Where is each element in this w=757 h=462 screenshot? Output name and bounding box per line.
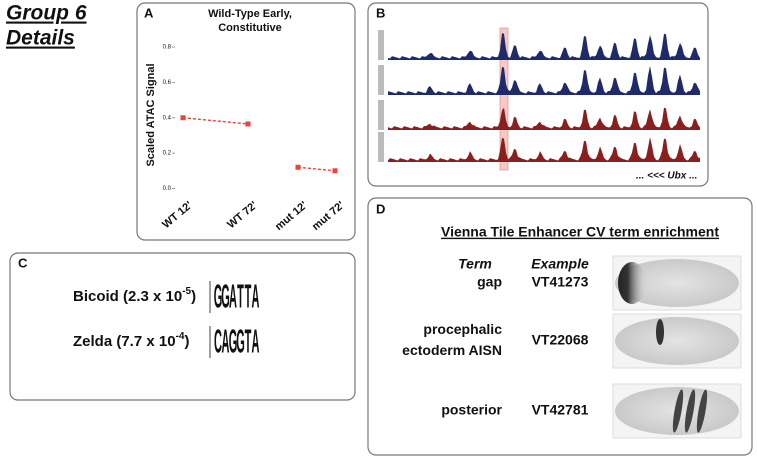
exponent: -4 — [176, 331, 185, 342]
mean-point — [295, 164, 301, 170]
panel-c-box — [9, 252, 356, 401]
logo-letter: G — [229, 325, 238, 361]
embryo — [615, 317, 739, 365]
term: posterior — [441, 402, 502, 418]
highlight — [499, 27, 509, 171]
logo-letter: T — [245, 280, 252, 316]
y-tick-label: 0.2 — [163, 151, 172, 157]
panel-letter: D — [376, 201, 385, 216]
stain — [672, 389, 684, 433]
motif-name: Zelda (7.7 x 10 — [73, 333, 176, 350]
y-tick-label: 0.6 — [163, 80, 172, 86]
heading: Details — [6, 27, 75, 50]
column-header: Term — [458, 256, 492, 272]
track — [388, 107, 700, 130]
stain — [684, 389, 696, 433]
logo-letter: A — [252, 280, 260, 316]
logo-letter: A — [252, 325, 260, 361]
mean-line — [182, 117, 249, 125]
panel-letter: A — [144, 5, 154, 20]
logo-letter: G — [221, 280, 230, 316]
table-title: Vienna Tile Enhancer CV term enrichment — [441, 224, 719, 240]
mean-point — [180, 115, 186, 121]
example: VT41273 — [532, 274, 589, 290]
exponent: -5 — [182, 286, 191, 297]
track-label — [378, 65, 384, 95]
panel-letter: B — [376, 5, 385, 20]
stain — [656, 319, 664, 345]
logo-letter: T — [245, 325, 252, 361]
track-label — [378, 30, 384, 60]
y-tick-label: 0.0 — [163, 186, 172, 192]
track-label — [378, 132, 384, 162]
logo-letter: A — [222, 325, 230, 361]
logo-letter: T — [237, 280, 244, 316]
track — [388, 33, 700, 60]
suffix: ) — [184, 333, 189, 350]
column-header: Example — [531, 256, 589, 272]
term: gap — [477, 274, 502, 290]
logo-letter: G — [236, 325, 245, 361]
track — [388, 137, 700, 162]
track — [388, 65, 700, 95]
suffix: ) — [191, 288, 196, 305]
embryo — [615, 259, 739, 307]
y-tick-label: 0.4 — [163, 115, 172, 121]
stain — [618, 262, 646, 304]
motifs: Bicoid (2.3 x 10-5) GG A T T A Zelda (7.7 x 10… — [73, 280, 260, 361]
logo-letter: A — [229, 280, 237, 316]
mean-point — [332, 168, 338, 174]
panel-letter: C — [18, 255, 28, 270]
example: VT42781 — [532, 402, 589, 418]
track-label — [378, 100, 384, 130]
motif-label: Bicoid (2.3 x 10-5) — [73, 286, 196, 305]
y-tick-label: 0.8 — [163, 45, 172, 51]
heading: Group 6 — [6, 2, 87, 25]
motif-label: Zelda (7.7 x 10-4) — [73, 331, 189, 350]
chart-title: Constitutive — [218, 22, 282, 34]
tracks — [378, 30, 700, 162]
logo-letter: C — [214, 325, 222, 361]
logo-letter: G — [214, 280, 223, 316]
gene-label: ... <<< Ubx ... — [636, 171, 697, 182]
stain — [696, 389, 708, 433]
term: ectoderm AISN — [402, 342, 502, 358]
mean-point — [245, 121, 251, 127]
term: procephalic — [423, 321, 502, 337]
chart-title: Wild-Type Early, — [208, 8, 292, 20]
motif-name: Bicoid (2.3 x 10 — [73, 288, 182, 305]
y-axis-label: Scaled ATAC Signal — [145, 63, 157, 166]
mean-line — [297, 166, 336, 172]
table: TermExampleImagegapVT41273procephalicect… — [402, 255, 742, 439]
example: VT22068 — [532, 332, 589, 348]
